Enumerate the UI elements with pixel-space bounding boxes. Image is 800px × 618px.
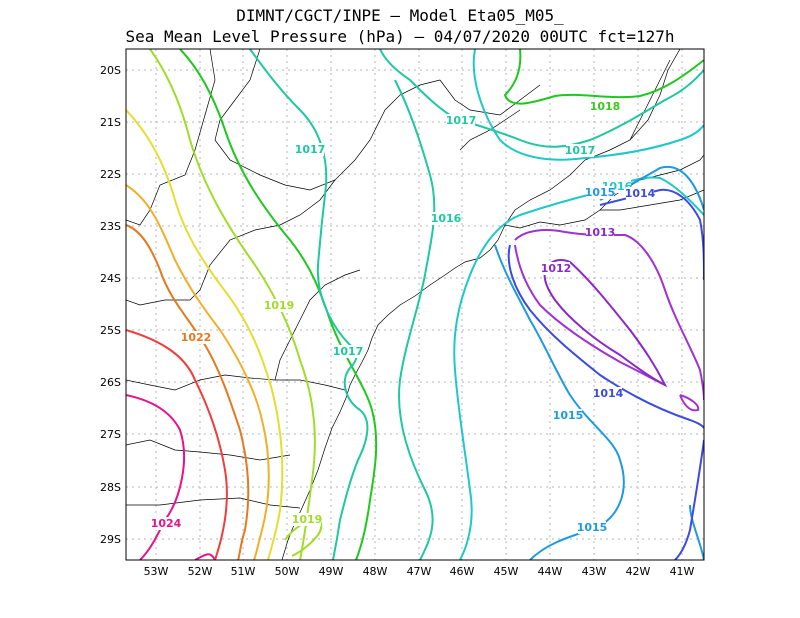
contour-label-bg (432, 212, 460, 225)
isobar-1016 (453, 176, 704, 560)
contour-label-bg (447, 114, 475, 127)
lon-tick-label: 52W (188, 565, 213, 578)
isobar-1013 (679, 394, 700, 412)
contour-label: 1014 (593, 387, 624, 400)
lon-tick-label: 49W (319, 565, 344, 578)
lat-tick-label: 29S (100, 533, 121, 546)
lon-tick-label: 48W (363, 565, 388, 578)
contour-label-bg (591, 100, 619, 113)
isobar-1020 (126, 109, 284, 560)
contour-label-bg (578, 521, 606, 534)
title-line-2: Sea Mean Level Pressure (hPa) – 04/07/20… (125, 27, 675, 46)
isobar-1014 (507, 244, 704, 429)
contour-label: 1017 (446, 114, 477, 127)
isobar-1022 (126, 224, 250, 560)
isobar-contours (126, 49, 704, 560)
lon-tick-label: 46W (450, 565, 475, 578)
lat-tick-label: 28S (100, 481, 121, 494)
isobar-1012 (543, 259, 668, 388)
isobar-1023 (126, 329, 228, 560)
contour-label: 1014 (625, 187, 656, 200)
contour-label: 1019 (292, 513, 323, 526)
lon-tick-label: 45W (494, 565, 519, 578)
lon-tick-label: 53W (144, 565, 169, 578)
isobar-1018 (503, 49, 704, 105)
lon-tick-label: 50W (275, 565, 300, 578)
map-frame (125, 48, 705, 561)
contour-label: 1015 (577, 521, 608, 534)
isobar-1017 (394, 79, 436, 560)
contour-label-bg (586, 186, 614, 199)
lon-tick-label: 51W (231, 565, 256, 578)
contour-label-bg (542, 262, 570, 275)
contour-label-bg (334, 345, 362, 358)
lat-tick-label: 27S (100, 428, 121, 441)
title-line-1: DIMNT/CGCT/INPE – Model Eta05_M05_ (236, 6, 564, 25)
isobar-1016 (472, 49, 704, 161)
isobar-1015 (689, 504, 704, 560)
longitude-tick-labels: 53W 52W 51W 50W 49W 48W 47W 46W 45W 44W 43W 42W 41W (144, 565, 695, 578)
isobar-1024 (126, 394, 186, 560)
contour-label: 1022 (181, 331, 212, 344)
contour-label-bg (566, 144, 594, 157)
contour-label-bg (265, 299, 293, 312)
contour-label: 1013 (585, 226, 616, 239)
lat-lon-grid (126, 49, 704, 560)
contour-label: 1017 (565, 144, 596, 157)
lat-tick-label: 22S (100, 168, 121, 181)
contour-label: 1018 (590, 100, 621, 113)
contour-label-bg (296, 143, 324, 156)
contour-label-bg (594, 387, 622, 400)
contour-label: 1015 (585, 186, 616, 199)
lon-tick-label: 42W (626, 565, 651, 578)
contour-label-bg (293, 513, 321, 526)
contour-label: 1019 (264, 299, 295, 312)
lon-tick-label: 47W (407, 565, 432, 578)
contour-label-bg (152, 517, 180, 530)
lat-tick-label: 26S (100, 376, 121, 389)
lon-tick-label: 44W (538, 565, 563, 578)
contour-label: 1016 (431, 212, 462, 225)
contour-label: 1024 (151, 517, 182, 530)
lon-tick-label: 43W (582, 565, 607, 578)
contour-label-bg (586, 226, 614, 239)
lat-tick-label: 21S (100, 116, 121, 129)
lat-tick-label: 23S (100, 220, 121, 233)
contour-label: 1017 (333, 345, 364, 358)
isobar-1014 (674, 439, 704, 560)
contour-label: 1017 (295, 143, 326, 156)
contour-label-bg (626, 187, 654, 200)
lat-tick-label: 20S (100, 64, 121, 77)
isobar-1013 (514, 244, 666, 386)
isobar-1024 (194, 553, 216, 560)
isobar-1015 (494, 244, 625, 560)
contour-label-bg (554, 409, 582, 422)
contour-label: 1015 (553, 409, 584, 422)
lon-tick-label: 41W (670, 565, 695, 578)
contour-label: 1012 (541, 262, 572, 275)
latitude-tick-labels: 20S 21S 22S 23S 24S 25S 26S 27S 28S 29S (100, 64, 121, 546)
isobar-1017 (379, 49, 704, 148)
isobar-1021 (126, 184, 270, 560)
contour-label-bg (182, 331, 210, 344)
lat-tick-label: 24S (100, 272, 121, 285)
lat-tick-label: 25S (100, 324, 121, 337)
isobar-1013 (514, 229, 704, 401)
